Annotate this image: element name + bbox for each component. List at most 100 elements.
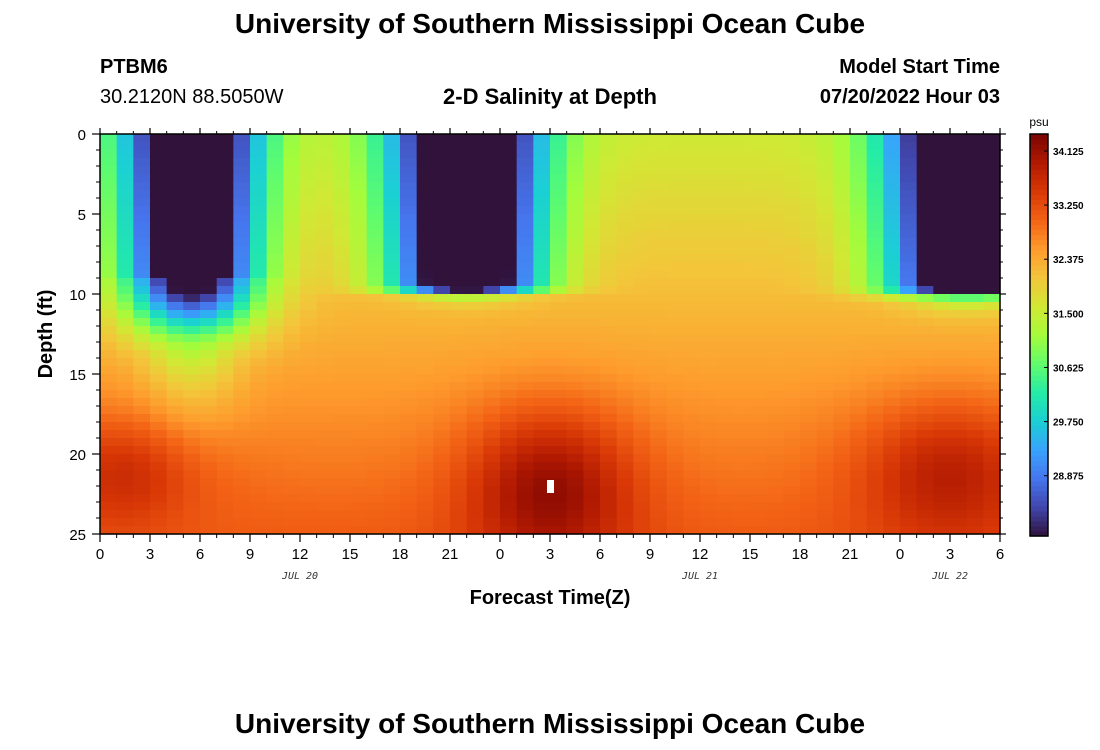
- heatmap-cell: [700, 446, 718, 455]
- heatmap-cell: [233, 430, 251, 439]
- heatmap-cell: [816, 150, 834, 159]
- colorbar-swatch: [1030, 355, 1048, 361]
- heatmap-cell: [416, 214, 434, 223]
- heatmap-cell: [750, 302, 768, 311]
- heatmap-cell: [600, 278, 618, 287]
- heatmap-cell: [283, 222, 301, 231]
- heatmap-cell: [516, 438, 534, 447]
- heatmap-cell: [516, 454, 534, 463]
- heatmap-cell: [300, 310, 318, 319]
- heatmap-cell: [316, 422, 334, 431]
- heatmap-cell: [733, 286, 751, 295]
- heatmap-cell: [900, 454, 918, 463]
- heatmap-cell: [400, 494, 418, 503]
- heatmap-cell: [783, 182, 801, 191]
- heatmap-cell: [833, 198, 851, 207]
- heatmap-cell: [266, 278, 284, 287]
- heatmap-cell: [633, 382, 651, 391]
- heatmap-cell: [533, 278, 551, 287]
- heatmap-cell: [233, 174, 251, 183]
- heatmap-cell: [866, 486, 884, 495]
- heatmap-cell: [516, 422, 534, 431]
- heatmap-cell: [100, 358, 118, 367]
- heatmap-cell: [766, 134, 784, 143]
- heatmap-cell: [250, 286, 268, 295]
- heatmap-cell: [833, 398, 851, 407]
- heatmap-cell: [216, 254, 234, 263]
- heatmap-cell: [533, 222, 551, 231]
- heatmap-cell: [966, 182, 984, 191]
- heatmap-cell: [716, 246, 734, 255]
- heatmap-cell: [650, 454, 668, 463]
- heatmap-cell: [916, 238, 934, 247]
- colorbar-swatch: [1030, 430, 1048, 437]
- heatmap-cell: [900, 318, 918, 327]
- heatmap-cell: [333, 326, 351, 335]
- heatmap-cell: [833, 206, 851, 215]
- heatmap-cell: [516, 398, 534, 407]
- heatmap-cell: [116, 462, 134, 471]
- heatmap-cell: [316, 438, 334, 447]
- heatmap-cell: [800, 318, 818, 327]
- heatmap-cell: [283, 238, 301, 247]
- heatmap-cell: [433, 462, 451, 471]
- heatmap-cell: [966, 302, 984, 311]
- heatmap-cell: [433, 182, 451, 191]
- heatmap-cell: [600, 518, 618, 527]
- heatmap-cell: [350, 470, 368, 479]
- heatmap-cell: [233, 190, 251, 199]
- heatmap-cell: [833, 342, 851, 351]
- heatmap-cell: [916, 254, 934, 263]
- heatmap-cell: [150, 486, 168, 495]
- heatmap-cell: [650, 142, 668, 151]
- heatmap-cell: [716, 254, 734, 263]
- heatmap-cell: [383, 238, 401, 247]
- heatmap-cell: [300, 142, 318, 151]
- heatmap-cell: [216, 518, 234, 527]
- heatmap-cell: [100, 198, 118, 207]
- heatmap-cell: [433, 358, 451, 367]
- heatmap-cell: [533, 230, 551, 239]
- heatmap-cell: [783, 462, 801, 471]
- heatmap-cell: [783, 406, 801, 415]
- heatmap-cell: [366, 502, 384, 511]
- heatmap-cell: [466, 182, 484, 191]
- heatmap-cell: [683, 382, 701, 391]
- heatmap-cell: [316, 150, 334, 159]
- heatmap-cell: [666, 454, 684, 463]
- heatmap-cell: [516, 158, 534, 167]
- heatmap-cell: [900, 350, 918, 359]
- colorbar-tick-label: 30.625: [1053, 363, 1084, 374]
- heatmap-cell: [733, 294, 751, 303]
- heatmap-cell: [416, 166, 434, 175]
- heatmap-cell: [216, 430, 234, 439]
- heatmap-cell: [733, 262, 751, 271]
- heatmap-cell: [250, 430, 268, 439]
- heatmap-cell: [433, 278, 451, 287]
- heatmap-cell: [866, 254, 884, 263]
- heatmap-cell: [583, 390, 601, 399]
- heatmap-cell: [533, 318, 551, 327]
- heatmap-cell: [983, 246, 1001, 255]
- heatmap-cell: [600, 430, 618, 439]
- colorbar-swatch: [1030, 164, 1048, 170]
- heatmap-cell: [900, 158, 918, 167]
- heatmap-cell: [466, 214, 484, 223]
- colorbar-swatch: [1030, 485, 1048, 492]
- heatmap-cell: [750, 334, 768, 343]
- heatmap-cell: [466, 430, 484, 439]
- heatmap-cell: [983, 406, 1001, 415]
- heatmap-cell: [366, 422, 384, 431]
- heatmap-cell: [483, 318, 501, 327]
- heatmap-cell: [716, 142, 734, 151]
- heatmap-cell: [566, 142, 584, 151]
- heatmap-cell: [916, 422, 934, 431]
- heatmap-cell: [416, 302, 434, 311]
- heatmap-cell: [666, 230, 684, 239]
- heatmap-cell: [933, 462, 951, 471]
- heatmap-cell: [583, 510, 601, 519]
- heatmap-cell: [683, 182, 701, 191]
- heatmap-cell: [266, 438, 284, 447]
- heatmap-cell: [800, 278, 818, 287]
- colorbar-swatch: [1030, 144, 1048, 150]
